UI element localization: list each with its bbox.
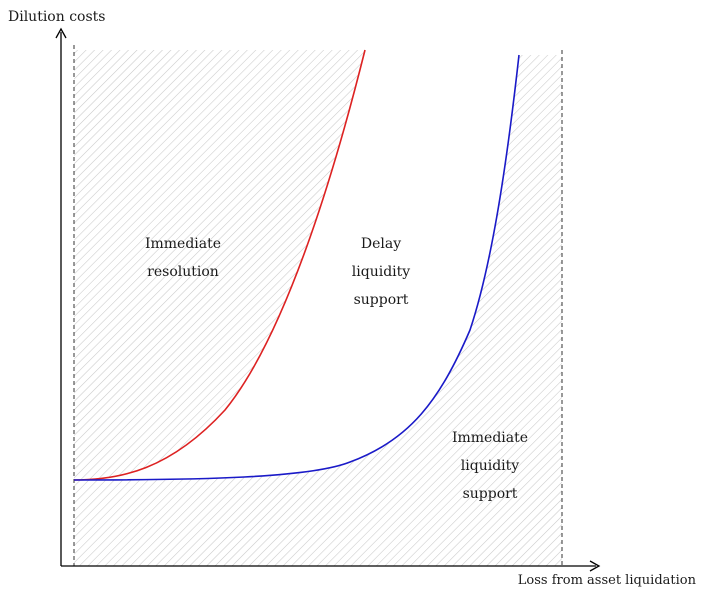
x-axis-arrow: [589, 560, 601, 572]
lower-boundary-curve: [73, 54, 520, 481]
label-immediate-resolution-line-1: Immediate: [145, 236, 221, 252]
region-immediate-liquidity-support: [74, 55, 562, 566]
y-axis-arrow: [55, 27, 67, 39]
label-delay-liquidity-support-line-1: Delay: [361, 236, 401, 252]
label-immediate-liquidity-support-line-3: support: [463, 486, 518, 502]
x-axis-label: Loss from asset liquidation: [518, 573, 697, 588]
label-delay-liquidity-support-line-3: support: [354, 292, 409, 308]
region-immediate-resolution: [74, 50, 365, 480]
label-delay-liquidity-support-line-2: liquidity: [352, 264, 410, 280]
label-immediate-resolution-line-2: resolution: [147, 264, 219, 280]
label-immediate-liquidity-support-line-1: Immediate: [452, 430, 528, 446]
upper-boundary-curve: [73, 49, 366, 481]
y-axis-label: Dilution costs: [8, 9, 105, 25]
label-immediate-liquidity-support-line-2: liquidity: [461, 458, 519, 474]
